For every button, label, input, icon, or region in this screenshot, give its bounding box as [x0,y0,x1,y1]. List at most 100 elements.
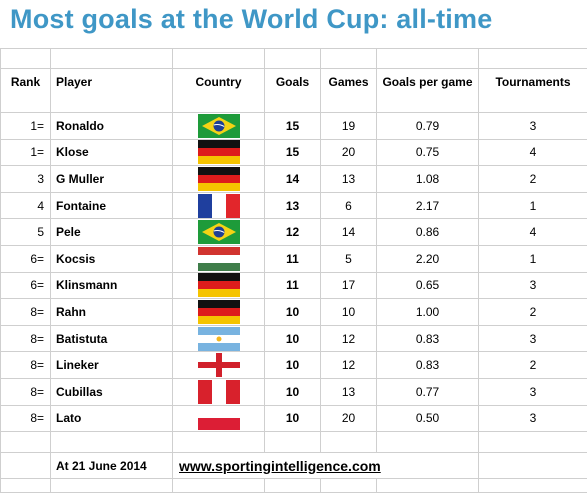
tournaments-cell: 2 [478,165,587,193]
peru-flag [197,379,240,404]
games-cell: 13 [320,165,377,193]
tournaments-cell: 3 [478,112,587,140]
header-games: Games [320,68,377,113]
header-goals: Goals [264,68,321,113]
tournaments-cell: 3 [478,377,587,406]
goals-per-game-cell: 0.79 [376,112,479,140]
page-title: Most goals at the World Cup: all-time [10,4,493,34]
country-cell [172,112,265,140]
goals-cell: 15 [264,112,321,140]
player-cell: Pele [50,218,173,246]
goals-cell: 14 [264,165,321,193]
country-cell [172,324,265,353]
goals-per-game-cell: 1.00 [376,298,479,326]
tournaments-cell: 3 [478,324,587,353]
goals-per-game-cell: 0.65 [376,271,479,300]
goals-per-game-cell: 0.83 [376,324,479,353]
rank-cell: 1= [0,112,51,140]
table-row: 8= Batistuta 10 12 0.83 3 [0,324,587,353]
goals-per-game-cell: 2.20 [376,244,479,273]
games-cell: 19 [320,112,377,140]
country-cell [172,298,265,326]
player-cell: Lato [50,404,173,433]
table-row: 4 Fontaine 13 6 2.17 1 [0,191,587,220]
rank-cell: 8= [0,351,51,379]
rank-cell: 8= [0,377,51,406]
table-row: 6= Klinsmann 11 17 0.65 3 [0,271,587,300]
country-cell [172,218,265,246]
germany-flag [197,273,240,298]
country-cell [172,138,265,167]
tournaments-cell: 1 [478,244,587,273]
goals-cell: 10 [264,324,321,353]
rank-cell: 8= [0,298,51,326]
website-link[interactable]: www.sportingintelligence.com [179,457,381,474]
player-cell: Fontaine [50,191,173,220]
goals-cell: 10 [264,377,321,406]
rank-cell: 6= [0,271,51,300]
argentina-flag [197,326,240,351]
games-cell: 17 [320,271,377,300]
goals-cell: 10 [264,298,321,326]
rank-cell: 8= [0,404,51,433]
rank-cell: 8= [0,324,51,353]
header-rank: Rank [0,68,51,113]
rank-cell: 1= [0,138,51,167]
footer-row: At 21 June 2014 www.sportingintelligence… [0,452,587,480]
country-cell [172,351,265,379]
country-cell [172,244,265,273]
country-cell [172,165,265,193]
tournaments-cell: 2 [478,298,587,326]
goals-per-game-cell: 0.83 [376,351,479,379]
table-row: 5 Pele 12 14 0.86 4 [0,218,587,246]
tournaments-cell: 4 [478,218,587,246]
germany-flag [197,166,240,191]
player-cell: Rahn [50,298,173,326]
goals-table: Rank Player Country Goals Games Goals pe… [0,48,587,493]
table-row: 8= Rahn 10 10 1.00 2 [0,298,587,326]
header-country: Country [172,68,265,113]
footer-date: At 21 June 2014 [50,452,173,480]
country-cell [172,377,265,406]
games-cell: 12 [320,351,377,379]
player-cell: Klinsmann [50,271,173,300]
tournaments-cell: 4 [478,138,587,167]
tournaments-cell: 2 [478,351,587,379]
player-cell: Lineker [50,351,173,379]
games-cell: 12 [320,324,377,353]
brazil-flag [197,113,240,138]
rank-cell: 3 [0,165,51,193]
goals-per-game-cell: 0.75 [376,138,479,167]
games-cell: 20 [320,138,377,167]
england-flag [197,353,240,378]
hungary-flag [197,246,240,271]
table-row: 8= Cubillas 10 13 0.77 3 [0,377,587,406]
table-row: 8= Lato 10 20 0.50 3 [0,404,587,433]
player-cell: Ronaldo [50,112,173,140]
header-row: Rank Player Country Goals Games Goals pe… [0,68,587,113]
country-cell [172,404,265,433]
games-cell: 6 [320,191,377,220]
goals-cell: 12 [264,218,321,246]
player-cell: G Muller [50,165,173,193]
player-cell: Batistuta [50,324,173,353]
goals-cell: 15 [264,138,321,167]
player-cell: Klose [50,138,173,167]
spacer-row [0,431,587,454]
rank-cell: 5 [0,218,51,246]
goals-cell: 11 [264,244,321,273]
games-cell: 14 [320,218,377,246]
table-row: 1= Ronaldo 15 19 0.79 3 [0,112,587,140]
header-goals-per-game: Goals per game [376,68,479,113]
goals-per-game-cell: 2.17 [376,191,479,220]
table-row: 1= Klose 15 20 0.75 4 [0,138,587,167]
goals-cell: 13 [264,191,321,220]
games-cell: 10 [320,298,377,326]
spacer-row [0,478,587,493]
france-flag [197,193,240,218]
player-cell: Kocsis [50,244,173,273]
goals-cell: 10 [264,351,321,379]
rank-cell: 4 [0,191,51,220]
goals-per-game-cell: 0.77 [376,377,479,406]
